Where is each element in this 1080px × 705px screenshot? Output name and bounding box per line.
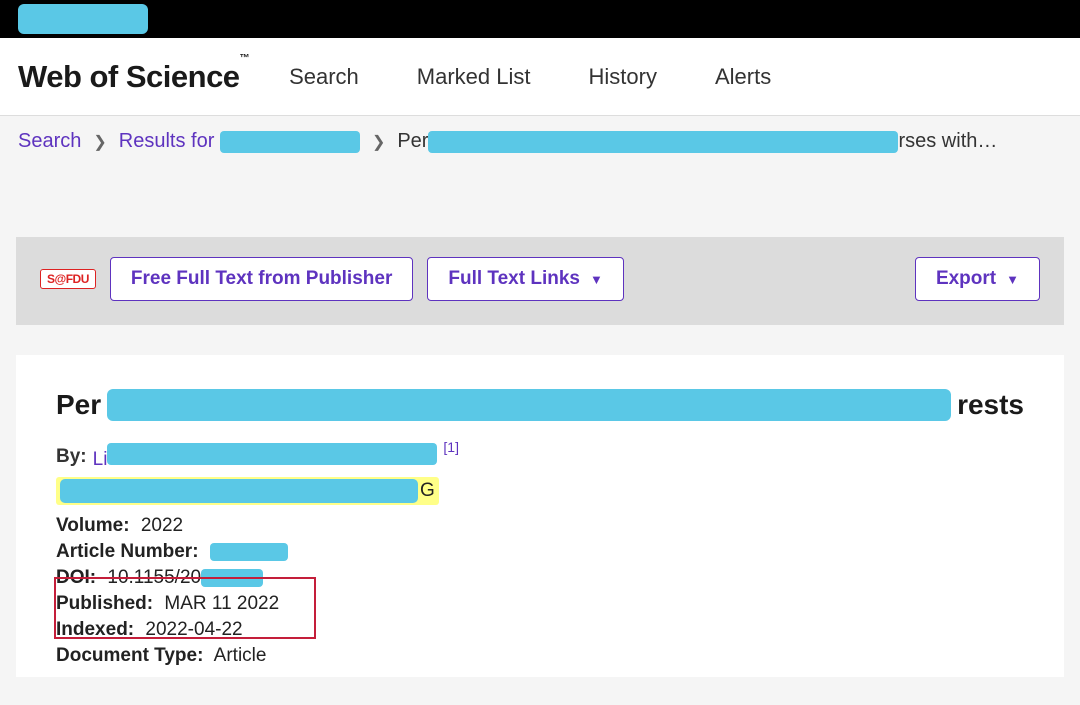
redacted-region bbox=[107, 443, 437, 465]
main-nav: Web of Science™ Search Marked List Histo… bbox=[0, 38, 1080, 116]
redacted-region bbox=[210, 543, 288, 561]
chevron-right-icon: ❯ bbox=[93, 132, 106, 152]
full-text-links-button[interactable]: Full Text Links ▼ bbox=[427, 257, 623, 301]
title-prefix: Per bbox=[56, 389, 101, 421]
record-card: Per rests By: Li [1] G Volume: 2022 Arti… bbox=[16, 355, 1064, 677]
nav-search[interactable]: Search bbox=[289, 64, 359, 90]
action-panel: S@FDU Free Full Text from Publisher Full… bbox=[16, 237, 1064, 325]
redacted-region bbox=[107, 389, 951, 421]
button-label: Export bbox=[936, 268, 996, 290]
nav-marked-list[interactable]: Marked List bbox=[417, 64, 531, 90]
document-type-value: Article bbox=[214, 645, 267, 666]
breadcrumb: Search ❯ Results for ❯ Per rses with… bbox=[0, 116, 1080, 167]
chevron-down-icon: ▼ bbox=[1006, 272, 1019, 287]
brand-text: Web of Science bbox=[18, 59, 240, 94]
chevron-down-icon: ▼ bbox=[590, 272, 603, 287]
title-suffix: rests bbox=[957, 389, 1024, 421]
brand-logo[interactable]: Web of Science™ bbox=[18, 59, 249, 95]
breadcrumb-results[interactable]: Results for bbox=[119, 130, 360, 153]
indexed-row: Indexed: 2022-04-22 bbox=[56, 619, 1024, 641]
article-number-row: Article Number: bbox=[56, 541, 1024, 563]
export-button[interactable]: Export ▼ bbox=[915, 257, 1040, 301]
doi-prefix: 10.1155/20 bbox=[107, 567, 201, 588]
author-link[interactable]: Li bbox=[93, 443, 438, 471]
button-label: Free Full Text from Publisher bbox=[131, 268, 392, 290]
published-value: MAR 11 2022 bbox=[164, 593, 279, 614]
breadcrumb-current: Per rses with… bbox=[397, 130, 997, 153]
doi-label: DOI: bbox=[56, 567, 96, 588]
indexed-label: Indexed: bbox=[56, 619, 134, 640]
redacted-region bbox=[60, 479, 418, 503]
chevron-right-icon: ❯ bbox=[372, 132, 385, 152]
redacted-region bbox=[220, 131, 360, 153]
redacted-region bbox=[18, 4, 148, 34]
redacted-region bbox=[428, 131, 898, 153]
nav-links: Search Marked List History Alerts bbox=[289, 64, 771, 90]
volume-row: Volume: 2022 bbox=[56, 515, 1024, 537]
breadcrumb-current-prefix: Per bbox=[397, 130, 428, 152]
citation-marker[interactable]: [1] bbox=[443, 439, 459, 455]
top-bar bbox=[0, 0, 1080, 38]
author-prefix: Li bbox=[93, 449, 108, 470]
free-full-text-button[interactable]: Free Full Text from Publisher bbox=[110, 257, 413, 301]
published-label: Published: bbox=[56, 593, 153, 614]
breadcrumb-search[interactable]: Search bbox=[18, 130, 81, 153]
breadcrumb-results-prefix: Results for bbox=[119, 130, 215, 152]
nav-alerts[interactable]: Alerts bbox=[715, 64, 771, 90]
trademark-icon: ™ bbox=[240, 53, 250, 64]
record-title: Per rests bbox=[56, 389, 1024, 421]
fdu-badge[interactable]: S@FDU bbox=[40, 269, 96, 289]
indexed-value: 2022-04-22 bbox=[145, 619, 242, 640]
doi-row: DOI: 10.1155/20 bbox=[56, 567, 1024, 589]
journal-row[interactable]: G bbox=[56, 477, 439, 505]
journal-suffix: G bbox=[420, 480, 435, 502]
authors-row: By: Li [1] bbox=[56, 443, 1024, 471]
redacted-region bbox=[201, 569, 263, 587]
published-row: Published: MAR 11 2022 bbox=[56, 593, 1024, 615]
document-type-label: Document Type: bbox=[56, 645, 203, 666]
volume-value: 2022 bbox=[141, 515, 183, 536]
nav-history[interactable]: History bbox=[589, 64, 657, 90]
article-number-label: Article Number: bbox=[56, 541, 199, 562]
document-type-row: Document Type: Article bbox=[56, 645, 1024, 667]
by-label: By: bbox=[56, 446, 87, 468]
button-label: Full Text Links bbox=[448, 268, 580, 290]
breadcrumb-current-suffix: rses with… bbox=[898, 130, 997, 152]
volume-label: Volume: bbox=[56, 515, 130, 536]
